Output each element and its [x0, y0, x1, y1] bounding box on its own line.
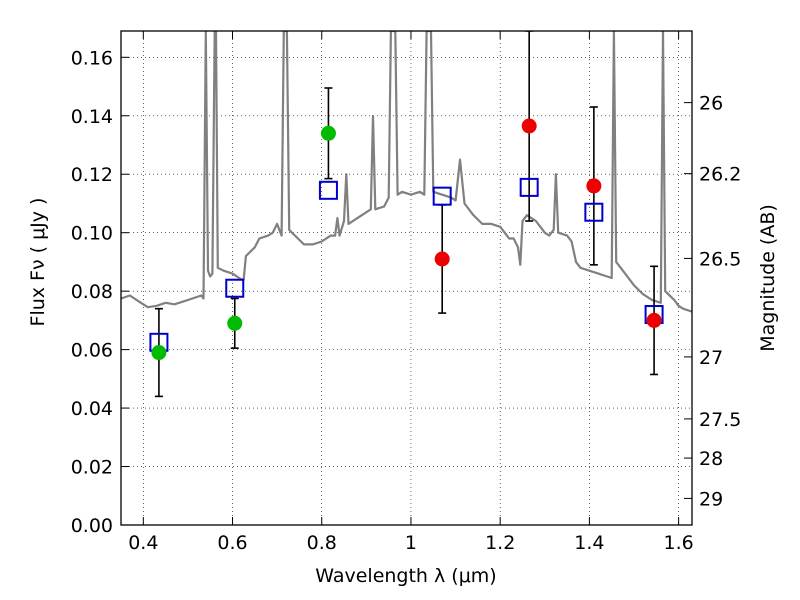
x-axis-ticks: 0.4 0.6 0.8 1 1.2 1.4 1.6 — [128, 31, 694, 554]
x-tick-label: 1 — [405, 532, 417, 554]
y-tick-label: 0.02 — [71, 457, 113, 479]
y-tick-label: 0.10 — [71, 223, 113, 245]
data-point-circle — [646, 312, 662, 328]
model-point-square — [584, 202, 604, 222]
x-tick-label: 1.6 — [664, 532, 694, 554]
y2-axis-label: Magnitude (AB) — [757, 204, 779, 352]
y-tick-label: 0.06 — [71, 340, 113, 362]
model-point-square — [519, 177, 539, 197]
data-point-circle — [320, 125, 336, 141]
x-tick-label: 0.8 — [307, 532, 337, 554]
y-tick-label: 0.08 — [71, 281, 113, 303]
axes-box — [120, 30, 693, 526]
y2-tick-label: 27 — [699, 347, 723, 369]
data-point-circle — [521, 118, 537, 134]
y-axis-ticks: 0.00 0.02 0.04 0.06 0.08 0.10 0.12 0.14 0.16 — [71, 47, 129, 537]
spectrum-layer — [121, 31, 692, 313]
errorbar-layer — [154, 31, 659, 398]
model-point-square — [225, 278, 245, 298]
y2-tick-label: 27.5 — [699, 409, 741, 431]
y-tick-label: 0.00 — [71, 515, 113, 537]
y2-axis-ticks: 26 26.2 26.5 27 27.5 28 29 — [684, 93, 741, 510]
y2-tick-label: 28 — [699, 448, 723, 470]
x-tick-label: 0.4 — [128, 532, 158, 554]
y-tick-label: 0.12 — [71, 164, 113, 186]
data-point-circle — [586, 178, 602, 194]
model-points-layer — [149, 177, 664, 352]
y-tick-label: 0.14 — [71, 106, 113, 128]
x-tick-label: 1.2 — [485, 532, 515, 554]
x-axis-label: Wavelength λ (μm) — [315, 565, 496, 587]
y2-tick-label: 26.2 — [699, 164, 741, 186]
data-point-circle — [434, 251, 450, 267]
y2-tick-label: 26 — [699, 93, 723, 115]
y2-tick-label: 26.5 — [699, 248, 741, 270]
data-point-circle — [151, 345, 167, 361]
observed-points-layer — [151, 118, 662, 361]
y-tick-label: 0.04 — [71, 398, 113, 420]
x-tick-label: 0.6 — [217, 532, 247, 554]
plot-frame — [120, 30, 693, 526]
spectrum-line — [121, 31, 692, 313]
y2-tick-label: 29 — [699, 488, 723, 510]
x-tick-label: 1.4 — [574, 532, 604, 554]
y-axis-label: Flux Fν ( μJy ) — [27, 198, 49, 327]
y-tick-label: 0.16 — [71, 47, 113, 69]
model-point-square — [318, 180, 338, 200]
model-point-square — [432, 186, 452, 206]
data-point-circle — [227, 315, 243, 331]
